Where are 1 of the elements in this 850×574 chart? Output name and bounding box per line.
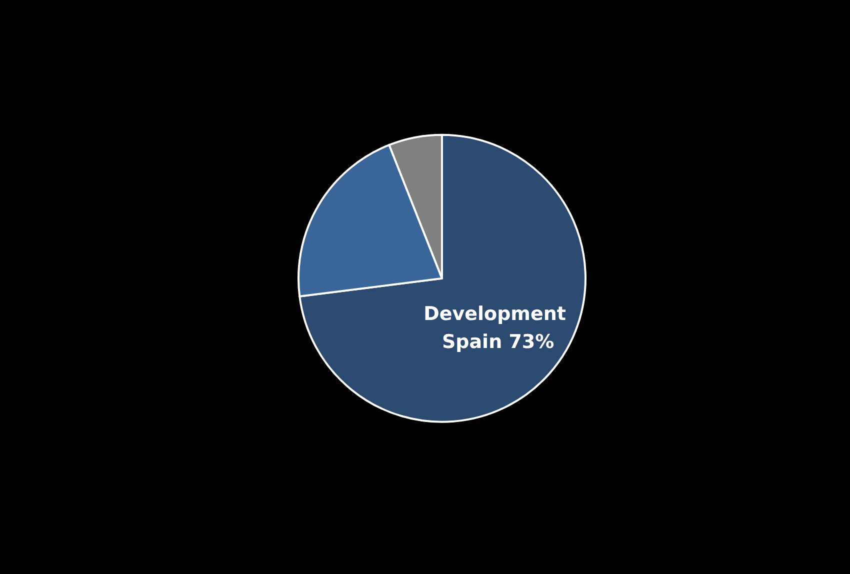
slice-label: Development Spain 73%: [424, 302, 573, 353]
